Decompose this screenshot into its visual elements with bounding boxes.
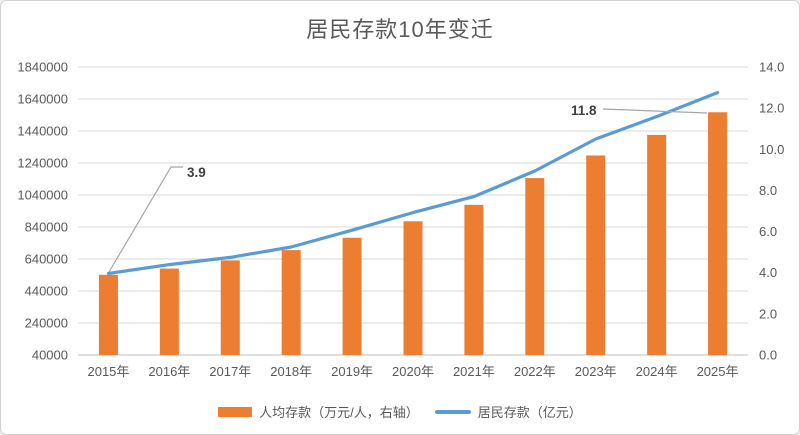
annotation-11.8: 11.8 <box>571 103 597 118</box>
chart-title: 居民存款10年变迁 <box>306 17 494 42</box>
left-axis-tick-label: 1440000 <box>17 124 68 139</box>
legend-label-per-capita: 人均存款（万元/人，右轴） <box>259 405 419 420</box>
right-axis-tick-label: 6.0 <box>759 224 777 239</box>
bar-2020年 <box>403 221 423 355</box>
x-axis-tick-label: 2024年 <box>636 364 678 379</box>
left-axis-tick-label: 1040000 <box>17 188 68 203</box>
left-axis-tick-label: 640000 <box>25 252 68 267</box>
bar-2022年 <box>525 178 545 355</box>
left-axis-tick-label: 40000 <box>32 348 68 363</box>
left-axis-tick-label: 1240000 <box>17 156 68 171</box>
legend-item-total-deposit: 居民存款（亿元） <box>434 402 582 421</box>
right-axis-tick-label: 10.0 <box>759 142 784 157</box>
x-axis-tick-label: 2016年 <box>148 364 190 379</box>
left-axis-tick-label: 440000 <box>25 284 68 299</box>
x-axis-tick-label: 2020年 <box>392 364 434 379</box>
right-axis-tick-label: 2.0 <box>759 306 777 321</box>
bar-2017年 <box>220 260 240 355</box>
annotation-leader-line <box>602 108 708 114</box>
legend-item-per-capita: 人均存款（万元/人，右轴） <box>218 402 419 421</box>
bar-2025年 <box>708 112 728 355</box>
bar-2024年 <box>647 134 667 355</box>
x-axis-tick-label: 2017年 <box>209 364 251 379</box>
right-axis-tick-label: 8.0 <box>759 183 777 198</box>
x-axis-tick-label: 2019年 <box>331 364 373 379</box>
x-axis-tick-label: 2023年 <box>575 364 617 379</box>
annotation-leader-line <box>108 166 183 273</box>
bar-2018年 <box>281 250 301 355</box>
bar-2023年 <box>586 155 606 355</box>
deposit-line <box>106 90 720 275</box>
bar-2015年 <box>98 274 118 355</box>
left-axis-tick-label: 1640000 <box>17 92 68 107</box>
x-axis-tick-label: 2025年 <box>697 364 739 379</box>
bar-2016年 <box>159 268 179 355</box>
annotation-3.9: 3.9 <box>187 165 206 180</box>
bar-2019年 <box>342 237 362 355</box>
x-axis-tick-label: 2022年 <box>514 364 556 379</box>
right-axis-tick-label: 4.0 <box>759 265 777 280</box>
right-axis-tick-label: 14.0 <box>759 60 784 75</box>
x-axis-tick-label: 2018年 <box>270 364 312 379</box>
right-axis-tick-label: 12.0 <box>759 101 784 116</box>
bar-2021年 <box>464 204 484 355</box>
left-axis-tick-label: 840000 <box>25 220 68 235</box>
legend-label-total-deposit: 居民存款（亿元） <box>477 405 582 420</box>
left-axis-tick-label: 240000 <box>25 316 68 331</box>
x-axis-tick-label: 2021年 <box>453 364 495 379</box>
left-axis-tick-label: 1840000 <box>17 60 68 75</box>
right-axis-tick-label: 0.0 <box>759 348 777 363</box>
chart-legend: 人均存款（万元/人，右轴） 居民存款（亿元） <box>1 402 799 421</box>
legend-line-swatch-icon <box>434 409 471 414</box>
legend-bar-swatch-icon <box>218 406 253 417</box>
x-axis-tick-label: 2015年 <box>87 364 129 379</box>
